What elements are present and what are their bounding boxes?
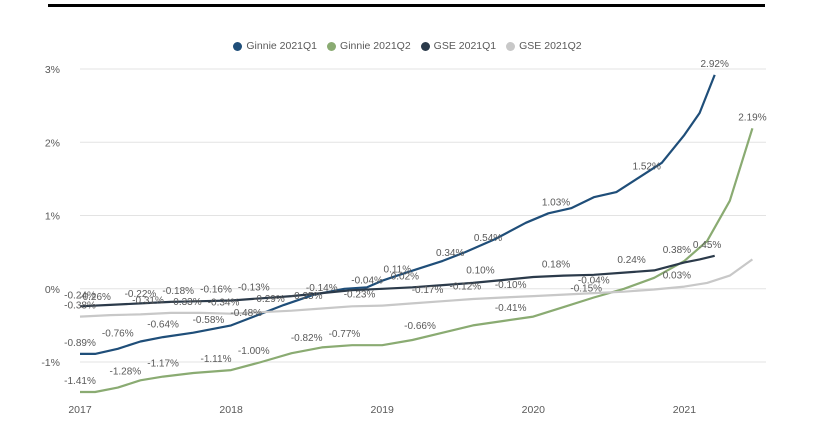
data-label: 0.10% [466, 265, 494, 276]
series-line-1 [80, 127, 754, 394]
data-label: -0.04% [351, 276, 383, 287]
legend-label: Ginnie 2021Q2 [340, 40, 411, 52]
data-label: 0.54% [474, 233, 502, 244]
data-label: -0.26% [79, 292, 111, 303]
data-label: -0.15% [570, 284, 602, 295]
legend-swatch [506, 41, 516, 51]
data-label: -1.00% [238, 346, 270, 357]
data-label: 0.18% [542, 260, 570, 271]
data-label: 0.11% [384, 265, 412, 276]
data-label: -0.64% [147, 320, 179, 331]
data-label: -0.12% [449, 282, 481, 293]
x-tick-label: 2020 [522, 404, 546, 416]
legend-label: Ginnie 2021Q1 [246, 40, 318, 52]
legend-swatch [327, 41, 337, 51]
data-label: -1.17% [147, 358, 179, 369]
data-label: -0.31% [132, 295, 164, 306]
legend-item-ginnie-2021q1: Ginnie 2021Q1 [233, 40, 317, 52]
data-label: -0.29% [253, 294, 285, 305]
series-line-2 [79, 254, 715, 308]
data-label: -0.18% [162, 286, 194, 297]
data-label: -1.11% [201, 354, 232, 365]
legend-item-gse-2021q2: GSE 2021Q2 [506, 40, 582, 52]
y-tick-label: 3% [45, 64, 60, 76]
data-label: 0.24% [617, 255, 645, 266]
data-label: -0.41% [495, 303, 527, 314]
data-label: -0.16% [200, 284, 232, 295]
data-label: 0.03% [663, 271, 691, 282]
data-label: -0.17% [412, 285, 444, 296]
y-tick-label: -1% [41, 357, 60, 369]
data-label: -0.89% [64, 338, 96, 349]
data-label: -0.76% [102, 328, 134, 339]
top-rule [48, 4, 765, 7]
legend-label: GSE 2021Q1 [433, 40, 497, 52]
data-label: -0.33% [170, 297, 202, 308]
data-label: -0.66% [404, 321, 436, 332]
data-label: -1.41% [64, 376, 96, 387]
data-label: -0.25% [291, 291, 323, 302]
data-label: 1.03% [542, 197, 570, 208]
data-label: 2.19% [738, 112, 766, 123]
legend-item-gse-2021q1: GSE 2021Q1 [420, 40, 497, 52]
chart-legend: Ginnie 2021Q1 Ginnie 2021Q2 GSE 2021Q1 G… [0, 40, 815, 52]
data-label: 0.34% [436, 248, 464, 259]
data-label: 0.45% [693, 240, 721, 251]
x-tick-label: 2018 [219, 404, 243, 416]
data-label: -0.22% [125, 289, 157, 300]
data-label: -0.24% [64, 290, 96, 301]
x-tick-label: 2019 [371, 404, 395, 416]
data-label: -0.82% [291, 333, 323, 344]
legend-swatch [420, 41, 430, 51]
data-label: -0.77% [329, 329, 361, 340]
y-tick-label: 0% [45, 284, 60, 296]
data-label: -0.13% [238, 282, 270, 293]
data-label: -0.23% [344, 290, 376, 301]
x-tick-label: 2017 [68, 404, 92, 416]
data-label: 2.92% [700, 59, 728, 70]
legend-label: GSE 2021Q2 [519, 40, 582, 52]
data-label: -0.38% [64, 301, 96, 312]
data-label: -0.04% [578, 276, 610, 287]
legend-item-ginnie-2021q2: Ginnie 2021Q2 [327, 40, 411, 52]
data-label: -0.58% [193, 315, 225, 326]
legend-swatch [233, 41, 243, 51]
data-label: 0.38% [663, 245, 691, 256]
x-tick-label: 2021 [673, 404, 697, 416]
series-line-0 [80, 74, 716, 355]
data-label: 0.02% [391, 271, 419, 282]
data-label: -0.14% [306, 283, 338, 294]
y-tick-label: 1% [45, 211, 60, 223]
data-label: 1.52% [632, 161, 660, 172]
data-label: -0.48% [230, 308, 262, 319]
data-label: -1.28% [109, 367, 141, 378]
data-label: -0.10% [495, 280, 527, 291]
y-tick-label: 2% [45, 137, 60, 149]
series-line-3 [79, 258, 754, 318]
data-label: -0.34% [208, 298, 240, 309]
